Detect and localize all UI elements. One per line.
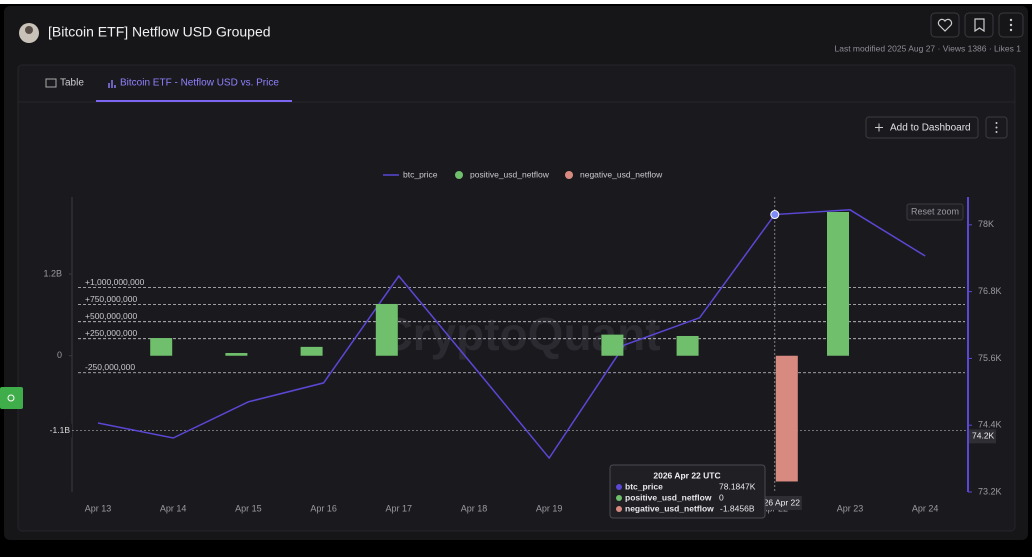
tooltip-value: 78.1847K bbox=[719, 481, 756, 491]
panel bbox=[17, 64, 1016, 532]
more-button[interactable] bbox=[998, 12, 1024, 38]
bar bbox=[676, 335, 699, 356]
price-line bbox=[97, 209, 926, 460]
crosshair-label-bg bbox=[969, 429, 996, 444]
x-tick-label: Apr 17 bbox=[386, 503, 413, 513]
legend-label: negative_usd_netflow bbox=[580, 169, 663, 179]
panel-menu-button[interactable] bbox=[985, 116, 1008, 139]
plus-icon bbox=[875, 123, 883, 132]
legend-label: btc_price bbox=[403, 169, 438, 179]
x-tick-label: Apr 15 bbox=[235, 503, 262, 513]
tooltip-value: 0 bbox=[719, 492, 724, 502]
tooltip-value: -1.8456B bbox=[720, 503, 755, 513]
crosshair-y2-label: 74.2K bbox=[972, 431, 995, 441]
bar bbox=[827, 211, 849, 356]
reset-zoom-button[interactable] bbox=[906, 203, 964, 221]
y2-tick-label: 75.6K bbox=[978, 353, 1002, 363]
plot-line-label: -250,000,000 bbox=[85, 362, 135, 372]
bar bbox=[300, 346, 323, 356]
tab-underline bbox=[96, 100, 292, 102]
tooltip-name: positive_usd_netflow bbox=[625, 492, 712, 502]
y-tick-label: 0 bbox=[57, 350, 62, 360]
crosshair-label-bg bbox=[44, 423, 72, 438]
y-tick-label: 1.2B bbox=[43, 268, 62, 278]
y2-tick-label: 73.2K bbox=[978, 486, 1002, 496]
bar bbox=[775, 355, 798, 482]
tab-active[interactable]: Bitcoin ETF - Netflow USD vs. Price bbox=[120, 78, 279, 89]
bar bbox=[225, 353, 248, 356]
chart-icon bbox=[108, 80, 116, 88]
bar bbox=[150, 338, 173, 356]
tooltip-bullet bbox=[616, 506, 622, 512]
plot-line-label: +500,000,000 bbox=[85, 311, 138, 321]
legend-swatch bbox=[565, 171, 573, 179]
y2-tick-label: 74.4K bbox=[978, 420, 1002, 430]
side-widget[interactable] bbox=[0, 387, 23, 409]
crosshair-x-label: 26 Apr 22 bbox=[764, 497, 801, 507]
add-to-dashboard-button[interactable] bbox=[865, 116, 979, 139]
bookmark-button[interactable] bbox=[964, 12, 994, 38]
tab[interactable]: Table bbox=[60, 78, 84, 89]
tooltip-name: negative_usd_netflow bbox=[625, 503, 714, 513]
header-buttons bbox=[930, 12, 1024, 38]
plot-line-label: +750,000,000 bbox=[85, 294, 138, 304]
x-tick-label: Apr 13 bbox=[85, 503, 112, 513]
table-icon bbox=[45, 78, 57, 88]
dot bbox=[1009, 23, 1013, 27]
y2-tick-label: 78K bbox=[978, 219, 994, 229]
x-tick-label: Apr 18 bbox=[461, 503, 488, 513]
button-label: Add to Dashboard bbox=[890, 123, 971, 134]
x-tick-label: Apr 24 bbox=[912, 503, 939, 513]
dot bbox=[995, 131, 998, 133]
dot bbox=[995, 126, 998, 129]
x-tick-label: Apr 19 bbox=[536, 503, 563, 513]
tooltip-name: btc_price bbox=[625, 481, 663, 491]
x-tick-label: Apr 16 bbox=[310, 503, 337, 513]
dot bbox=[1009, 18, 1013, 22]
plot-line-label: +1,000,000,000 bbox=[85, 277, 145, 287]
heart-icon bbox=[937, 18, 953, 32]
dot bbox=[1009, 28, 1013, 32]
bar bbox=[375, 303, 398, 356]
side-widget-icon bbox=[7, 394, 15, 402]
tooltip bbox=[609, 464, 766, 519]
meta-info: Last modified 2025 Aug 27 · Views 1386 ·… bbox=[835, 43, 1022, 53]
legend-label: positive_usd_netflow bbox=[470, 169, 550, 179]
bar bbox=[601, 334, 624, 356]
page-title: [Bitcoin ETF] Netflow USD Grouped bbox=[48, 24, 271, 40]
avatar-face bbox=[25, 26, 33, 34]
like-button[interactable] bbox=[930, 12, 960, 38]
y2-tick-label: 76.8K bbox=[978, 286, 1002, 296]
top-strip bbox=[0, 0, 1032, 4]
tooltip-bullet bbox=[616, 495, 622, 501]
dot bbox=[995, 122, 998, 124]
crosshair-label-bg bbox=[761, 496, 802, 510]
tooltip-bullet bbox=[616, 484, 622, 490]
hover-marker bbox=[770, 210, 780, 220]
x-tick-label: Apr 23 bbox=[837, 503, 864, 513]
bookmark-icon bbox=[974, 18, 985, 33]
legend-swatch bbox=[455, 171, 463, 179]
plot-line-label: +250,000,000 bbox=[85, 328, 138, 338]
x-tick-label: Apr 14 bbox=[160, 503, 187, 513]
button-label: Reset zoom bbox=[911, 206, 959, 216]
crosshair-y-label: -1.1B bbox=[50, 425, 71, 435]
tooltip-title: 2026 Apr 22 UTC bbox=[653, 470, 720, 480]
